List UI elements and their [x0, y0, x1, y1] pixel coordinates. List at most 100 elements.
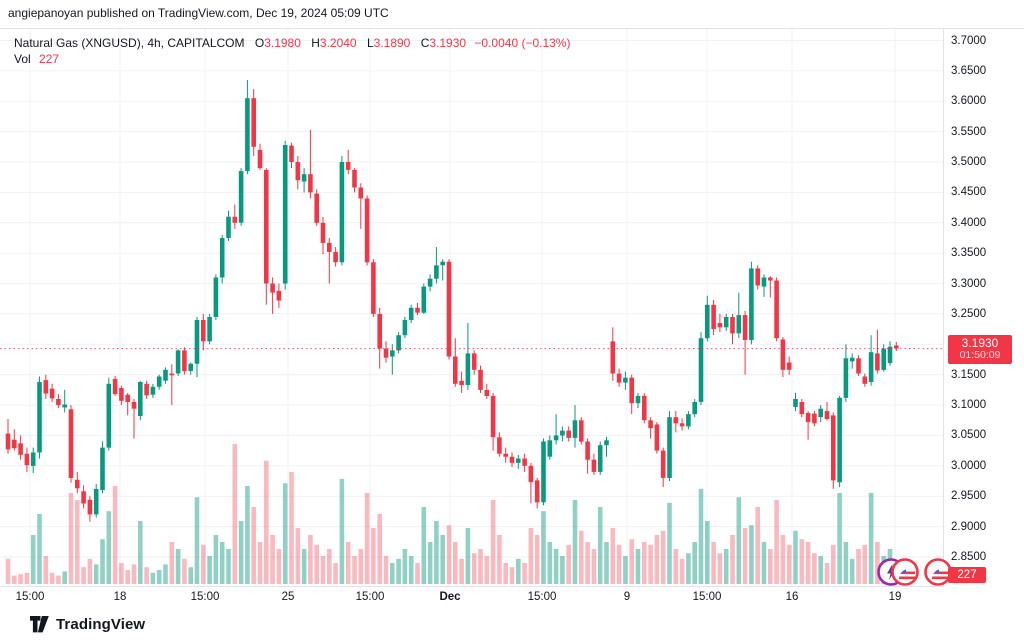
candle[interactable]	[755, 265, 760, 290]
volume-bar[interactable]	[112, 486, 118, 584]
candle[interactable]	[188, 362, 193, 375]
volume-bar[interactable]	[446, 525, 452, 584]
volume-bar[interactable]	[377, 514, 382, 584]
candle[interactable]	[774, 277, 779, 342]
candle[interactable]	[623, 371, 628, 390]
volume-bar[interactable]	[289, 472, 294, 584]
volume-bar[interactable]	[18, 574, 23, 584]
volume-bar[interactable]	[629, 539, 634, 584]
candle[interactable]	[887, 341, 893, 366]
candle[interactable]	[705, 295, 710, 342]
volume-bar[interactable]	[421, 507, 427, 584]
candle[interactable]	[780, 337, 786, 378]
candle[interactable]	[894, 341, 899, 351]
volume-bar[interactable]	[175, 549, 181, 584]
volume-bar[interactable]	[188, 567, 193, 584]
candle[interactable]	[786, 356, 792, 375]
volume-bar[interactable]	[219, 542, 225, 584]
candle[interactable]	[843, 344, 849, 402]
candle[interactable]	[686, 411, 691, 430]
candle[interactable]	[62, 389, 67, 413]
volume-bar[interactable]	[182, 558, 187, 584]
candle[interactable]	[245, 80, 250, 175]
volume-bar[interactable]	[427, 542, 433, 584]
candle[interactable]	[591, 453, 597, 475]
volume-bar[interactable]	[541, 511, 546, 584]
candle[interactable]	[824, 402, 830, 421]
volume-bar[interactable]	[213, 535, 219, 584]
candle[interactable]	[144, 380, 149, 399]
volume-bar[interactable]	[509, 567, 515, 584]
candle[interactable]	[516, 454, 521, 469]
candle[interactable]	[717, 313, 723, 333]
candle[interactable]	[749, 261, 754, 345]
candle[interactable]	[427, 274, 433, 292]
candle[interactable]	[805, 411, 811, 440]
candle[interactable]	[635, 392, 641, 409]
candle[interactable]	[12, 429, 17, 451]
candle[interactable]	[175, 349, 181, 376]
volume-bar[interactable]	[761, 542, 767, 584]
volume-bar[interactable]	[597, 507, 603, 584]
volume-bar[interactable]	[238, 521, 244, 584]
candle[interactable]	[875, 329, 880, 374]
volume-bar[interactable]	[478, 549, 483, 584]
us-flag-event-icon[interactable]	[891, 558, 919, 586]
volume-bar[interactable]	[490, 500, 496, 584]
candle[interactable]	[402, 317, 408, 339]
candle[interactable]	[169, 364, 175, 406]
volume-bar[interactable]	[717, 553, 723, 584]
volume-bar[interactable]	[282, 483, 288, 584]
candle[interactable]	[799, 399, 805, 418]
volume-bar[interactable]	[163, 564, 168, 584]
volume-bar[interactable]	[12, 575, 17, 584]
candle[interactable]	[87, 496, 93, 522]
volume-bar[interactable]	[522, 563, 527, 584]
volume-bar[interactable]	[843, 542, 849, 584]
candle[interactable]	[24, 447, 30, 472]
candle[interactable]	[453, 338, 458, 387]
candle[interactable]	[660, 447, 666, 488]
volume-bar[interactable]	[352, 556, 357, 584]
volume-bar[interactable]	[264, 460, 269, 584]
volume-bar[interactable]	[156, 570, 162, 584]
candle[interactable]	[730, 313, 735, 345]
volume-bar[interactable]	[786, 544, 792, 584]
volume-bar[interactable]	[654, 535, 660, 584]
candle[interactable]	[459, 371, 464, 393]
volume-bar[interactable]	[705, 521, 710, 584]
volume-bar[interactable]	[692, 542, 697, 584]
volume-bar[interactable]	[396, 558, 401, 584]
volume-bar[interactable]	[459, 558, 464, 584]
candle[interactable]	[831, 412, 836, 489]
volume-bar[interactable]	[49, 572, 55, 584]
candle[interactable]	[849, 353, 855, 369]
candle[interactable]	[522, 453, 527, 472]
volume-bar[interactable]	[257, 542, 263, 584]
volume-bar[interactable]	[371, 528, 376, 584]
candle[interactable]	[364, 195, 370, 266]
volume-bar[interactable]	[314, 544, 319, 584]
volume-bar[interactable]	[37, 514, 42, 584]
volume-bar[interactable]	[333, 563, 338, 584]
candle[interactable]	[579, 417, 584, 445]
candle[interactable]	[698, 332, 704, 406]
candle[interactable]	[100, 441, 105, 494]
volume-bar[interactable]	[679, 558, 685, 584]
volume-bar[interactable]	[793, 530, 798, 584]
candle[interactable]	[333, 247, 338, 267]
volume-bar[interactable]	[201, 544, 206, 584]
volume-bar[interactable]	[711, 542, 716, 584]
candle[interactable]	[723, 313, 729, 331]
candle[interactable]	[251, 89, 256, 156]
candle[interactable]	[818, 405, 823, 423]
volume-bar[interactable]	[434, 521, 439, 584]
candle[interactable]	[484, 383, 490, 399]
candle[interactable]	[119, 385, 124, 406]
candle[interactable]	[604, 436, 609, 457]
candle[interactable]	[490, 392, 496, 451]
candle[interactable]	[282, 140, 288, 290]
volume-bar[interactable]	[364, 493, 370, 584]
candle[interactable]	[320, 216, 326, 255]
volume-bar[interactable]	[144, 567, 149, 584]
